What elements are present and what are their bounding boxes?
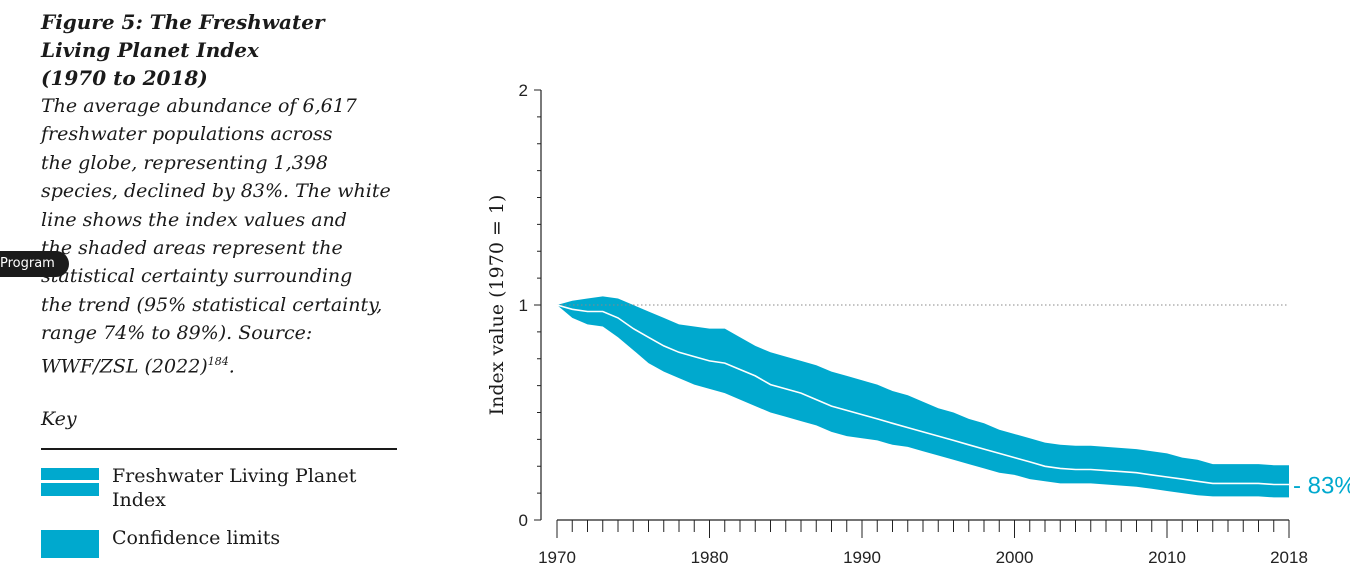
x-tick-label: 1990 (843, 548, 881, 567)
reference-superscript: 184 (207, 354, 229, 368)
index-line (556, 304, 1289, 486)
confidence-band (557, 296, 1289, 498)
figure-description: The average abundance of 6,617 freshwate… (41, 92, 406, 380)
description-text: The average abundance of 6,617 freshwate… (41, 95, 391, 377)
y-tick-label: 1 (519, 296, 528, 315)
key-label-index: Freshwater Living Planet Index (112, 465, 357, 511)
plot-area: 0 1 2 1970 1980 1990 2000 2010 2018 - 83% (519, 81, 1350, 567)
x-tick-label: 2000 (996, 548, 1034, 567)
index-line-swatch (41, 468, 99, 496)
x-tick-label: 1970 (538, 548, 576, 567)
key-label-confidence: Confidence limits (112, 527, 281, 549)
figure-title: Figure 5: The Freshwater Living Planet I… (41, 10, 325, 90)
x-tick-label: 2010 (1148, 548, 1186, 567)
confidence-band-swatch (41, 530, 99, 558)
end-value-label: - 83% (1293, 473, 1350, 500)
y-axis-label: Index value (1970 = 1) (486, 195, 508, 416)
reference-suffix: . (228, 354, 235, 377)
key-title: Key (41, 408, 77, 430)
x-tick-label: 2018 (1270, 548, 1308, 567)
program-pill[interactable]: Program (0, 251, 69, 277)
y-tick-label: 2 (519, 81, 528, 100)
x-tick-label: 1980 (691, 548, 729, 567)
figure-caption: Figure 5: The Freshwater Living Planet I… (41, 8, 406, 380)
key-divider (41, 448, 397, 450)
y-tick-label: 0 (519, 511, 528, 530)
